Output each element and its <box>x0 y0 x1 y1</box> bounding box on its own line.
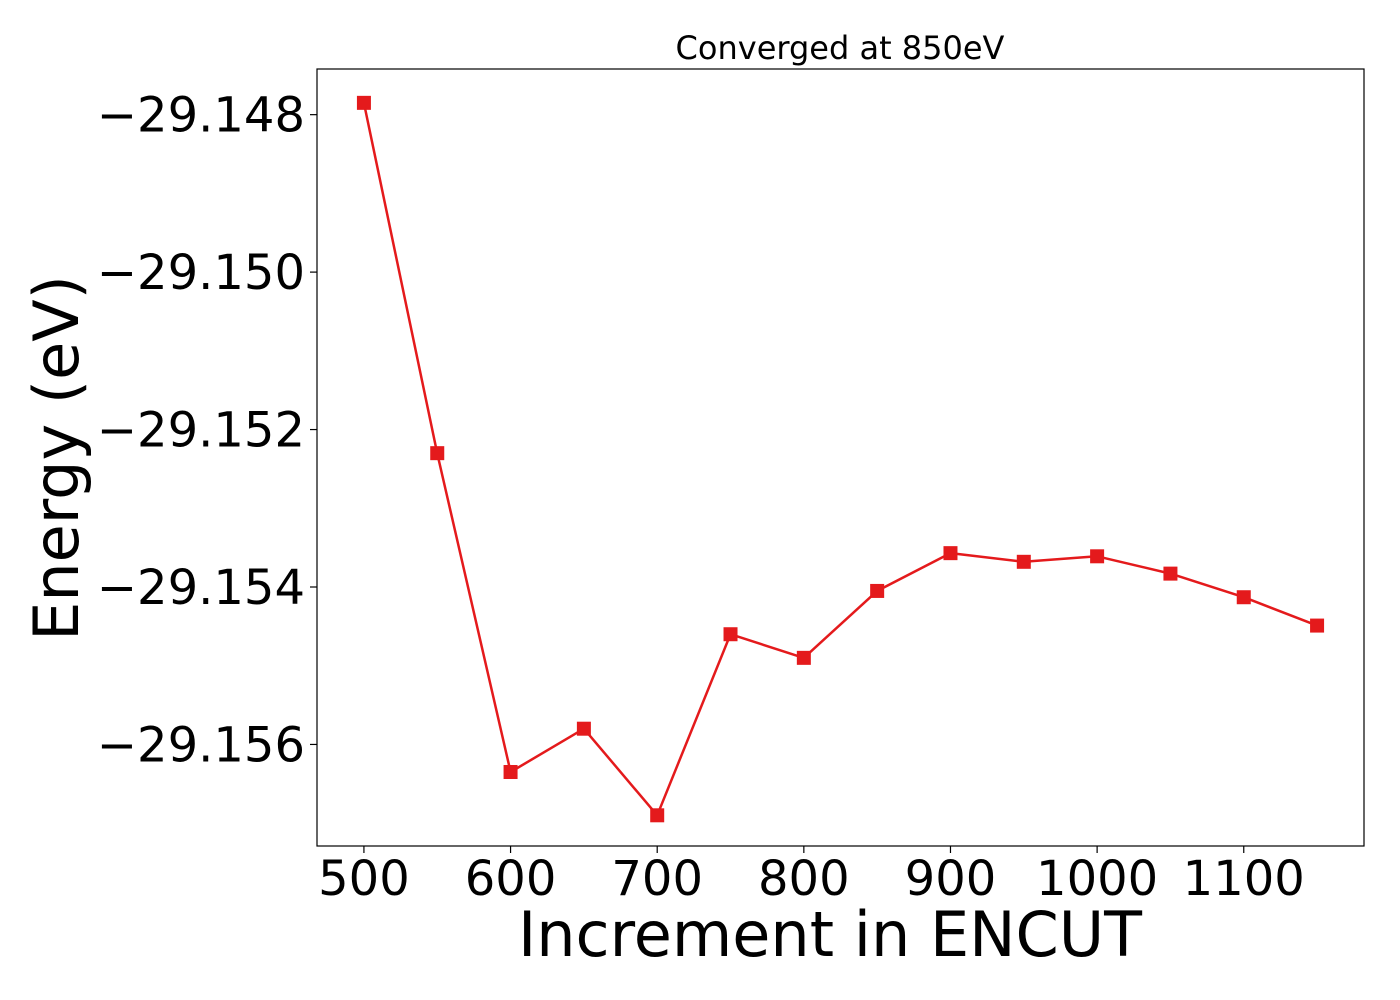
y-tick-label: −29.150 <box>97 245 305 301</box>
x-axis: 500 600 700 800 900 1000 1100 <box>318 846 1305 907</box>
data-point <box>1163 566 1178 581</box>
data-point <box>870 583 885 598</box>
x-axis-label: Increment in ENCUT <box>518 898 1143 971</box>
y-tick-label: −29.152 <box>97 403 305 459</box>
data-point <box>796 650 811 665</box>
data-point <box>723 627 738 642</box>
x-tick-label: 600 <box>465 851 557 907</box>
x-tick-label: 800 <box>758 851 850 907</box>
y-axis: −29.148 −29.150 −29.152 −29.154 −29.156 <box>97 88 317 773</box>
data-point <box>503 765 518 779</box>
y-tick-label: −29.156 <box>97 717 305 773</box>
chart-title: Converged at 850eV <box>676 29 1005 67</box>
series-layer <box>356 95 1325 823</box>
data-point <box>1016 554 1031 569</box>
data-point <box>576 721 591 736</box>
data-point <box>1090 549 1105 564</box>
x-tick-label: 900 <box>905 851 997 907</box>
x-tick-label: 1100 <box>1183 851 1305 907</box>
y-axis-label: Energy (eV) <box>20 275 93 641</box>
data-point <box>1310 618 1325 633</box>
x-tick-label: 1000 <box>1036 851 1158 907</box>
data-point <box>356 95 371 110</box>
y-tick-label: −29.154 <box>97 560 305 616</box>
x-tick-label: 700 <box>611 851 703 907</box>
data-point <box>650 808 665 823</box>
plot-area <box>316 68 1365 847</box>
x-tick-label: 500 <box>318 851 410 907</box>
series-line <box>362 102 1318 817</box>
data-point <box>430 446 445 461</box>
data-point <box>1236 590 1251 605</box>
y-tick-label: −29.148 <box>97 88 305 144</box>
data-point <box>943 546 958 561</box>
